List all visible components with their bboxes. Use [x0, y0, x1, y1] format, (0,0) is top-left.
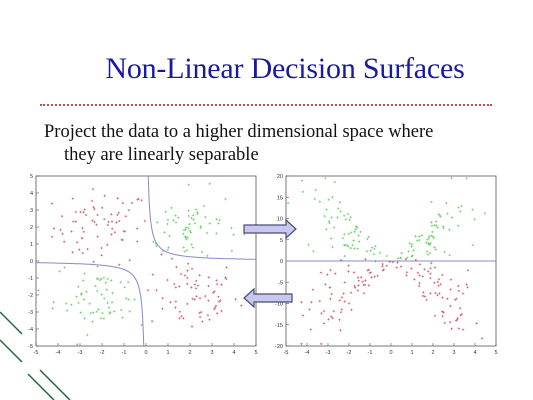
x-tick-label: 3 — [452, 350, 455, 356]
y-tick-label: -5 — [278, 280, 283, 286]
original-space-scatter-plot: -5 -4 -3 -2 -1 0 1 2 3 4 5 5 4 3 2 1 0 -1 -2 -3 -4 -5 — [28, 174, 257, 356]
y-tick-label: 0 — [30, 259, 33, 265]
x-tick-label: -2 — [347, 350, 352, 356]
x-tick-label: 0 — [144, 350, 147, 356]
y-tick-label: -5 — [28, 344, 33, 350]
x-tick-label: -1 — [368, 350, 373, 356]
corner-decoration — [0, 311, 71, 400]
y-tick-label: 2 — [30, 225, 33, 231]
x-tick-label: 0 — [389, 350, 392, 356]
y-tick-label: -3 — [28, 310, 33, 316]
slide-body: Project the data to a higher dimensional… — [44, 121, 514, 167]
y-tick-label: 1 — [30, 242, 33, 248]
x-tick-label: 1 — [410, 350, 413, 356]
y-tick-label: 0 — [280, 259, 283, 265]
decision-boundary-curve — [36, 262, 145, 347]
x-tick-label: -3 — [326, 350, 331, 356]
y-tick-label: 3 — [30, 208, 33, 214]
y-tick-label: -2 — [28, 293, 33, 299]
title-divider — [40, 104, 492, 106]
x-tick-label: 4 — [232, 350, 235, 356]
x-tick-label: 4 — [473, 350, 476, 356]
y-tick-label: -20 — [275, 344, 283, 350]
x-tick-label: 2 — [188, 350, 191, 356]
y-tick-label: -1 — [28, 276, 33, 282]
arrows — [243, 218, 297, 308]
x-tick-label: -1 — [122, 350, 127, 356]
x-tick-label: 2 — [431, 350, 434, 356]
x-tick-label: -4 — [56, 350, 61, 356]
y-tick-label: 5 — [280, 238, 283, 244]
slide-title: Non-Linear Decision Surfaces — [105, 52, 465, 85]
y-tick-label: -4 — [28, 327, 33, 333]
x-tick-label: -4 — [305, 350, 310, 356]
y-tick-label: 4 — [30, 191, 33, 197]
x-tick-label: 5 — [254, 350, 257, 356]
x-tick-label: 1 — [166, 350, 169, 356]
body-line-1: Project the data to a higher dimensional… — [44, 122, 434, 142]
x-tick-label: -5 — [34, 350, 39, 356]
x-tick-label: -5 — [284, 350, 289, 356]
y-tick-label: 15 — [277, 195, 283, 201]
body-line-2: they are linearly separable — [64, 145, 259, 165]
y-tick-label: 5 — [30, 174, 33, 180]
right-arrow — [243, 218, 297, 240]
y-tick-label: -10 — [275, 302, 283, 308]
x-tick-label: -2 — [100, 350, 105, 356]
x-tick-label: 5 — [494, 350, 497, 356]
y-tick-label: 20 — [277, 174, 283, 180]
y-tick-label: 10 — [277, 217, 283, 223]
y-tick-label: -15 — [275, 323, 283, 329]
left-arrow — [243, 287, 293, 308]
decision-boundary-curve — [147, 175, 256, 260]
plot-frame — [35, 175, 257, 347]
x-tick-label: 3 — [210, 350, 213, 356]
x-tick-label: -3 — [78, 350, 83, 356]
